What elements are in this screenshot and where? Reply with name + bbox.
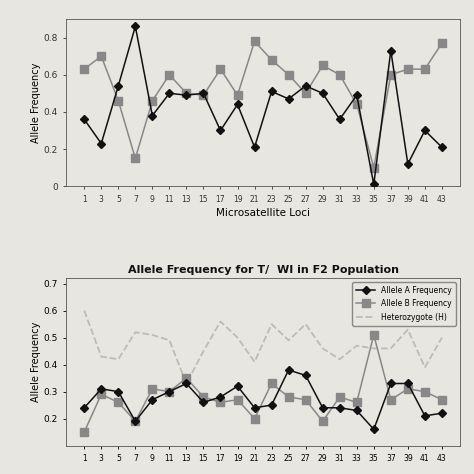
X-axis label: Microsatellite Loci: Microsatellite Loci: [216, 208, 310, 218]
Y-axis label: Allele Frequency: Allele Frequency: [31, 322, 41, 402]
Title: Allele Frequency for T/  WI in F2 Population: Allele Frequency for T/ WI in F2 Populat…: [128, 264, 399, 275]
Y-axis label: Allele Frequency: Allele Frequency: [31, 63, 41, 143]
Legend: Allele A Frequency, Allele B Frequency, Heterozygote (H): Allele A Frequency, Allele B Frequency, …: [352, 282, 456, 326]
